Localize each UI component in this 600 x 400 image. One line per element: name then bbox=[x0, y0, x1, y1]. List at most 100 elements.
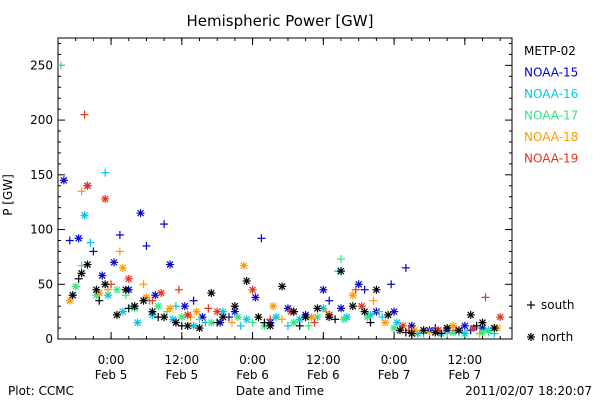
data-point-north-d2 bbox=[364, 313, 371, 321]
data-point-north bbox=[248, 285, 257, 294]
data-point-north-d2 bbox=[325, 313, 333, 321]
data-point-north bbox=[460, 321, 469, 330]
data-point-north-d2 bbox=[393, 319, 401, 327]
data-point-north-d2 bbox=[72, 283, 80, 290]
data-point-north-d2 bbox=[166, 261, 174, 268]
data-point-north-d2 bbox=[290, 319, 298, 327]
data-point-north bbox=[104, 291, 113, 300]
data-point-north bbox=[337, 304, 346, 313]
data-point-south bbox=[360, 285, 369, 294]
data-point-north-d2 bbox=[196, 324, 203, 332]
data-point-north-d2 bbox=[319, 304, 327, 312]
data-point-south bbox=[174, 285, 183, 294]
data-point-north-d2 bbox=[461, 330, 469, 337]
x-tick-label-date: Feb 5 bbox=[165, 368, 198, 382]
data-point-north-d2 bbox=[414, 330, 422, 337]
data-point-north bbox=[166, 260, 175, 269]
data-point-north bbox=[357, 302, 366, 311]
data-point-south bbox=[89, 247, 98, 256]
data-point-south bbox=[401, 263, 410, 272]
data-point-south bbox=[401, 328, 410, 337]
data-point-south bbox=[310, 318, 319, 327]
data-point-north bbox=[301, 313, 310, 322]
data-point-south bbox=[80, 110, 89, 119]
data-point-north bbox=[278, 282, 287, 291]
data-point-north-d2 bbox=[84, 261, 91, 268]
data-point-north bbox=[372, 285, 381, 294]
data-point-north-d2 bbox=[337, 267, 345, 275]
data-point-north bbox=[118, 307, 127, 316]
data-point-north bbox=[496, 313, 505, 322]
data-point-north-d2 bbox=[496, 313, 504, 321]
data-point-north-d2 bbox=[399, 322, 407, 330]
data-point-south bbox=[227, 318, 236, 327]
data-point-north-d2 bbox=[60, 176, 68, 184]
data-point-north bbox=[289, 318, 298, 327]
data-point-north bbox=[466, 310, 475, 319]
data-point-south bbox=[387, 280, 396, 289]
data-point-north bbox=[313, 304, 322, 313]
data-point-north bbox=[74, 234, 83, 243]
y-tick-label: 0 bbox=[45, 332, 53, 346]
data-point-north-d2 bbox=[95, 289, 103, 297]
x-tick-label-date: Feb 5 bbox=[95, 368, 128, 382]
data-point-south bbox=[236, 321, 245, 330]
data-point-north bbox=[98, 271, 107, 280]
data-point-north-d2 bbox=[131, 302, 139, 310]
data-point-north-d2 bbox=[278, 283, 286, 290]
legend-entry: METP-02 bbox=[524, 44, 576, 58]
data-point-south bbox=[171, 302, 180, 311]
data-point-north bbox=[395, 326, 404, 335]
footer-timestamp: 2011/02/07 18:20:07 bbox=[465, 384, 592, 398]
data-point-south bbox=[278, 315, 287, 324]
data-point-north-d2 bbox=[234, 313, 242, 321]
legend-marker-north: north bbox=[527, 330, 573, 344]
data-point-north bbox=[183, 321, 192, 330]
series-metp-02 bbox=[68, 260, 499, 338]
data-point-north-d2 bbox=[479, 329, 486, 336]
data-point-north-d2 bbox=[98, 272, 106, 279]
x-tick-label-date: Feb 6 bbox=[236, 368, 269, 382]
data-point-north bbox=[219, 313, 228, 322]
legend-marker-south: south bbox=[527, 298, 575, 312]
data-point-south bbox=[86, 238, 95, 247]
data-point-north bbox=[195, 324, 204, 333]
data-point-north bbox=[157, 289, 166, 298]
data-point-north bbox=[124, 274, 133, 283]
legend-marker-label: north bbox=[541, 330, 573, 344]
data-point-north bbox=[254, 313, 263, 322]
data-point-north bbox=[166, 304, 175, 313]
data-point-north bbox=[407, 321, 416, 330]
data-point-north-d2 bbox=[157, 289, 165, 297]
data-point-north bbox=[83, 260, 92, 269]
data-point-north-d2 bbox=[243, 277, 251, 285]
data-point-south bbox=[65, 236, 74, 245]
data-point-north-d2 bbox=[372, 286, 380, 294]
data-point-north-d2 bbox=[154, 302, 162, 310]
data-point-north-d2 bbox=[479, 319, 486, 327]
data-point-north-d2 bbox=[314, 313, 321, 321]
data-point-north-d2 bbox=[110, 258, 118, 266]
data-point-north bbox=[112, 285, 121, 294]
data-point-south bbox=[295, 321, 304, 330]
data-point-north-d2 bbox=[290, 308, 298, 316]
data-point-north bbox=[407, 329, 416, 338]
y-tick-label: 100 bbox=[30, 223, 53, 237]
data-point-north bbox=[148, 307, 157, 316]
data-point-north bbox=[478, 328, 487, 337]
data-point-north bbox=[431, 328, 440, 337]
data-point-north bbox=[239, 261, 248, 270]
data-point-south bbox=[472, 321, 481, 330]
data-point-south bbox=[101, 168, 110, 177]
data-point-north bbox=[136, 209, 145, 218]
data-point-north bbox=[110, 258, 119, 267]
data-point-north-d2 bbox=[384, 311, 392, 319]
data-point-north bbox=[348, 291, 357, 300]
data-point-north-d2 bbox=[302, 313, 310, 321]
data-point-north bbox=[454, 326, 463, 335]
data-point-south bbox=[189, 296, 198, 305]
data-point-north-d2 bbox=[190, 322, 198, 330]
data-point-north-d2 bbox=[184, 311, 192, 319]
